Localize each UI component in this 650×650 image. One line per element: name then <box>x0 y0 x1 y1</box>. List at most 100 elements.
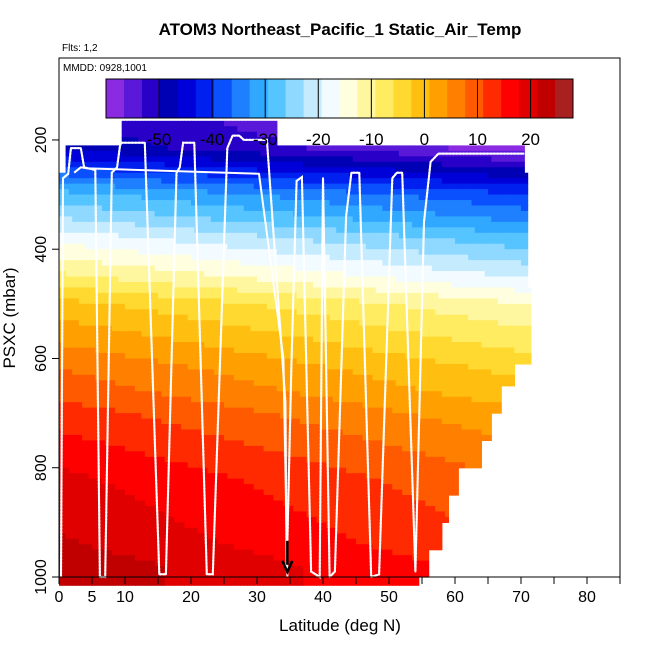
heatmap-cell <box>82 194 86 201</box>
heatmap-cell <box>98 276 103 283</box>
heatmap-cell <box>158 309 162 316</box>
heatmap-cell <box>75 265 80 272</box>
heatmap-cell <box>138 238 143 245</box>
heatmap-cell <box>161 161 166 168</box>
heatmap-cell <box>204 325 209 332</box>
heatmap-cell <box>296 281 301 289</box>
heatmap-cell <box>78 265 83 272</box>
heatmap-cell <box>497 314 502 321</box>
heatmap-cell <box>233 303 238 310</box>
heatmap-cell <box>488 320 492 327</box>
heatmap-cell <box>270 161 275 168</box>
heatmap-cell <box>280 265 284 272</box>
heatmap-cell <box>75 161 80 168</box>
heatmap-cell <box>497 243 502 250</box>
heatmap-cell <box>273 126 278 133</box>
heatmap-cell <box>270 309 275 316</box>
heatmap-cell <box>105 156 110 163</box>
heatmap-cell <box>299 303 304 310</box>
heatmap-cell <box>270 292 275 299</box>
heatmap-cell <box>316 303 321 310</box>
heatmap-cell <box>435 221 440 228</box>
heatmap-cell <box>72 314 77 321</box>
heatmap-cell <box>280 183 284 190</box>
heatmap-cell <box>134 254 139 261</box>
heatmap-cell <box>253 131 258 138</box>
heatmap-cell <box>303 189 308 196</box>
heatmap-cell <box>425 303 430 310</box>
heatmap-cell <box>332 178 337 185</box>
heatmap-cell <box>491 172 496 179</box>
heatmap-cell <box>313 292 317 299</box>
heatmap-cell <box>68 216 73 223</box>
heatmap-cell <box>382 194 387 201</box>
heatmap-cell <box>217 287 222 294</box>
heatmap-cell <box>286 205 291 212</box>
heatmap-cell <box>161 292 166 299</box>
heatmap-cell <box>339 238 344 245</box>
heatmap-cell <box>527 298 532 305</box>
heatmap-cell <box>280 216 284 223</box>
heatmap-cell <box>240 249 245 256</box>
heatmap-cell <box>65 156 70 163</box>
heatmap-cell <box>478 276 482 283</box>
heatmap-cell <box>250 194 255 201</box>
heatmap-cell <box>214 172 218 179</box>
heatmap-cell <box>303 200 308 207</box>
heatmap-cell <box>98 271 103 278</box>
heatmap-cell <box>161 194 166 201</box>
heatmap-cell <box>138 249 143 256</box>
heatmap-cell <box>326 276 331 283</box>
heatmap-cell <box>247 210 251 218</box>
heatmap-cell <box>217 156 222 163</box>
heatmap-cell <box>299 150 304 157</box>
heatmap-cell <box>514 156 519 163</box>
heatmap-cell <box>448 254 453 261</box>
heatmap-cell <box>303 178 308 185</box>
heatmap-cell <box>521 167 525 174</box>
heatmap-cell <box>230 249 235 256</box>
heatmap-cell <box>316 156 321 163</box>
heatmap-cell <box>398 200 403 207</box>
heatmap-cell <box>247 287 251 294</box>
heatmap-cell <box>514 249 519 256</box>
heatmap-cell <box>283 303 288 310</box>
heatmap-cell <box>309 178 314 185</box>
heatmap-cell <box>362 303 367 310</box>
heatmap-cell <box>428 200 433 207</box>
heatmap-cell <box>237 167 242 174</box>
heatmap-cell <box>296 145 301 152</box>
heatmap-cell <box>375 145 380 152</box>
heatmap-cell <box>332 298 337 305</box>
heatmap-cell <box>408 221 413 228</box>
heatmap-cell <box>207 238 212 245</box>
heatmap-cell <box>352 249 357 256</box>
heatmap-cell <box>445 189 449 196</box>
heatmap-cell <box>280 178 284 185</box>
heatmap-cell <box>385 145 390 152</box>
heatmap-cell <box>507 238 512 245</box>
heatmap-cell <box>128 238 133 245</box>
heatmap-cell <box>392 314 397 321</box>
heatmap-cell <box>461 145 466 152</box>
heatmap-cell <box>88 161 93 168</box>
heatmap-cell <box>138 200 143 207</box>
heatmap-cell <box>316 172 321 179</box>
heatmap-cell <box>349 243 354 250</box>
heatmap-cell <box>372 145 377 152</box>
heatmap-cell <box>154 131 159 138</box>
heatmap-cell <box>184 205 189 212</box>
heatmap-cell <box>164 309 169 316</box>
heatmap-cell <box>247 183 251 190</box>
heatmap-cell <box>118 254 123 261</box>
heatmap-cell <box>230 281 235 289</box>
heatmap-cell <box>148 126 152 133</box>
heatmap-cell <box>395 276 400 283</box>
heatmap-cell <box>299 320 304 327</box>
heatmap-cell <box>501 276 506 283</box>
heatmap-cell <box>177 287 182 294</box>
heatmap-cell <box>200 120 205 127</box>
heatmap-cell <box>263 254 268 261</box>
heatmap-cell <box>151 287 156 294</box>
heatmap-cell <box>346 243 350 250</box>
